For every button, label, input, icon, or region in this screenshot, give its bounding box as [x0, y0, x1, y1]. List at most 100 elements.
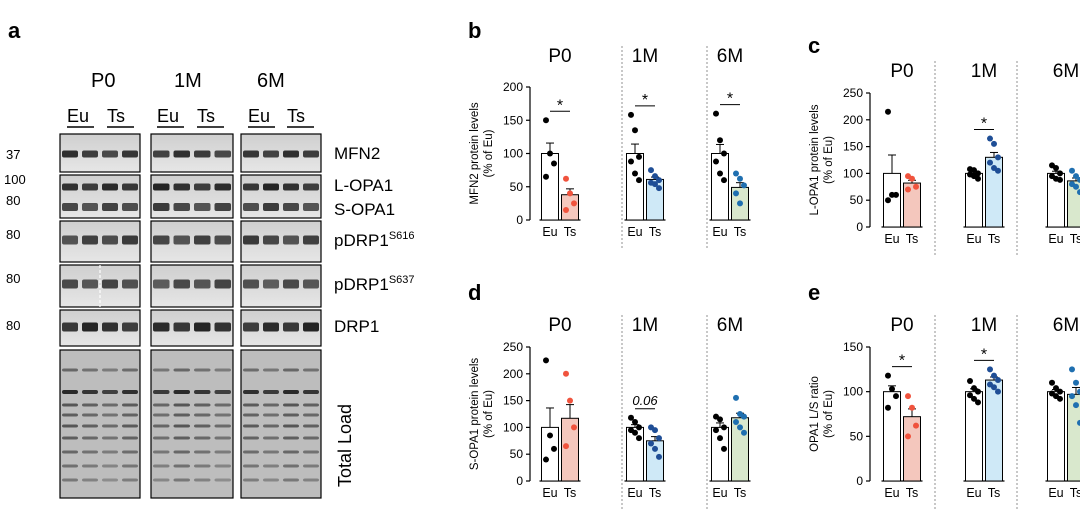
blot-band: [122, 464, 138, 468]
blot-band: [243, 424, 259, 428]
blot-band: [194, 183, 211, 191]
blot-band: [263, 368, 279, 372]
blot-band: [194, 368, 211, 372]
data-point: [889, 385, 895, 392]
y-tick-label: 150: [843, 340, 863, 354]
blot-band: [303, 235, 319, 245]
panel-letter-e: e: [808, 280, 820, 305]
mfn2-chart: b MFN2 protein levels (% of Eu) 0 50 100 150 2…: [468, 18, 751, 250]
blot-band: [62, 390, 78, 394]
blot-band: [62, 450, 78, 454]
data-point: [741, 429, 747, 436]
x-tick-label: Ts: [734, 225, 747, 239]
data-point: [995, 154, 1001, 161]
blot-band: [194, 203, 211, 211]
blot-band: [102, 478, 118, 482]
blot-band: [214, 322, 231, 332]
band-label-total-load: Total Load: [335, 404, 355, 487]
blot-band: [102, 403, 118, 407]
blot-band: [214, 235, 231, 245]
significance-label: *: [642, 92, 648, 109]
y-tick-label: 150: [843, 140, 863, 154]
data-point: [737, 424, 743, 431]
blot-band: [243, 450, 259, 454]
blot-band: [243, 403, 259, 407]
blot-band: [122, 478, 138, 482]
blot-strip: [150, 220, 234, 263]
blot-band: [102, 150, 118, 158]
y-tick-label: 0: [856, 220, 863, 234]
marker-80-pdrp1-s616: 80: [6, 227, 20, 242]
blot-band: [153, 450, 170, 454]
blot-band: [283, 464, 299, 468]
data-point: [991, 140, 997, 147]
blot-band: [263, 235, 279, 245]
blot-band: [214, 150, 231, 158]
data-point: [551, 160, 557, 167]
blot-band: [122, 413, 138, 417]
band-label-s-opa1: S-OPA1: [334, 200, 395, 219]
blot-band: [102, 322, 118, 332]
x-tick-label: Eu: [542, 225, 557, 239]
blot-band: [102, 464, 118, 468]
data-point: [652, 173, 658, 180]
blot-lane-eu-p0: Eu: [67, 106, 89, 126]
data-point: [885, 108, 891, 115]
x-tick-label: Eu: [542, 486, 557, 500]
marker-37: 37: [6, 147, 20, 162]
blot-strip: [240, 309, 322, 347]
significance-label: *: [981, 116, 987, 133]
blot-band: [82, 424, 98, 428]
y-tick-label: 100: [503, 420, 523, 434]
data-point: [563, 370, 569, 377]
blot-band: [173, 424, 190, 428]
data-point: [733, 394, 739, 401]
x-tick-label: Ts: [906, 232, 919, 246]
data-point: [567, 397, 573, 404]
blot-band: [263, 403, 279, 407]
data-point: [893, 191, 899, 198]
blot-band: [102, 183, 118, 191]
y-tick-label: 0: [516, 474, 523, 488]
x-tick-label: Eu: [884, 232, 899, 246]
blot-band: [153, 424, 170, 428]
blot-band: [62, 436, 78, 440]
blot-band: [194, 235, 211, 245]
band-label-mfn2: MFN2: [334, 144, 380, 163]
blot-band: [153, 436, 170, 440]
blot-band: [173, 322, 190, 332]
data-point: [737, 175, 743, 182]
y-tick-label: 50: [510, 180, 524, 194]
blot-band: [243, 203, 259, 211]
blot-strip: [240, 133, 322, 173]
data-point: [1073, 402, 1079, 409]
blot-band: [303, 368, 319, 372]
y-tick-label: 0: [516, 213, 523, 227]
blot-band: [283, 279, 299, 289]
data-point: [971, 167, 977, 174]
blot-band: [102, 279, 118, 289]
data-point: [1073, 183, 1079, 190]
blot-band: [283, 183, 299, 191]
blot-band: [263, 478, 279, 482]
data-point: [652, 427, 658, 434]
y-tick-label: 200: [843, 113, 863, 127]
blot-band: [102, 235, 118, 245]
blot-band: [243, 150, 259, 158]
x-tick-label: Eu: [712, 225, 727, 239]
data-point: [543, 456, 549, 463]
blot-band: [303, 450, 319, 454]
data-point: [632, 127, 638, 134]
data-point: [652, 445, 658, 452]
blot-band: [214, 450, 231, 454]
y-tick-label: 50: [850, 193, 864, 207]
blot-band: [122, 183, 138, 191]
data-point: [721, 445, 727, 452]
blot-strip: [59, 174, 141, 219]
blot-band: [243, 183, 259, 191]
bar: [883, 391, 901, 482]
blot-strip: [59, 349, 141, 499]
blot-band: [153, 279, 170, 289]
data-point: [737, 200, 743, 207]
data-point: [571, 424, 577, 431]
